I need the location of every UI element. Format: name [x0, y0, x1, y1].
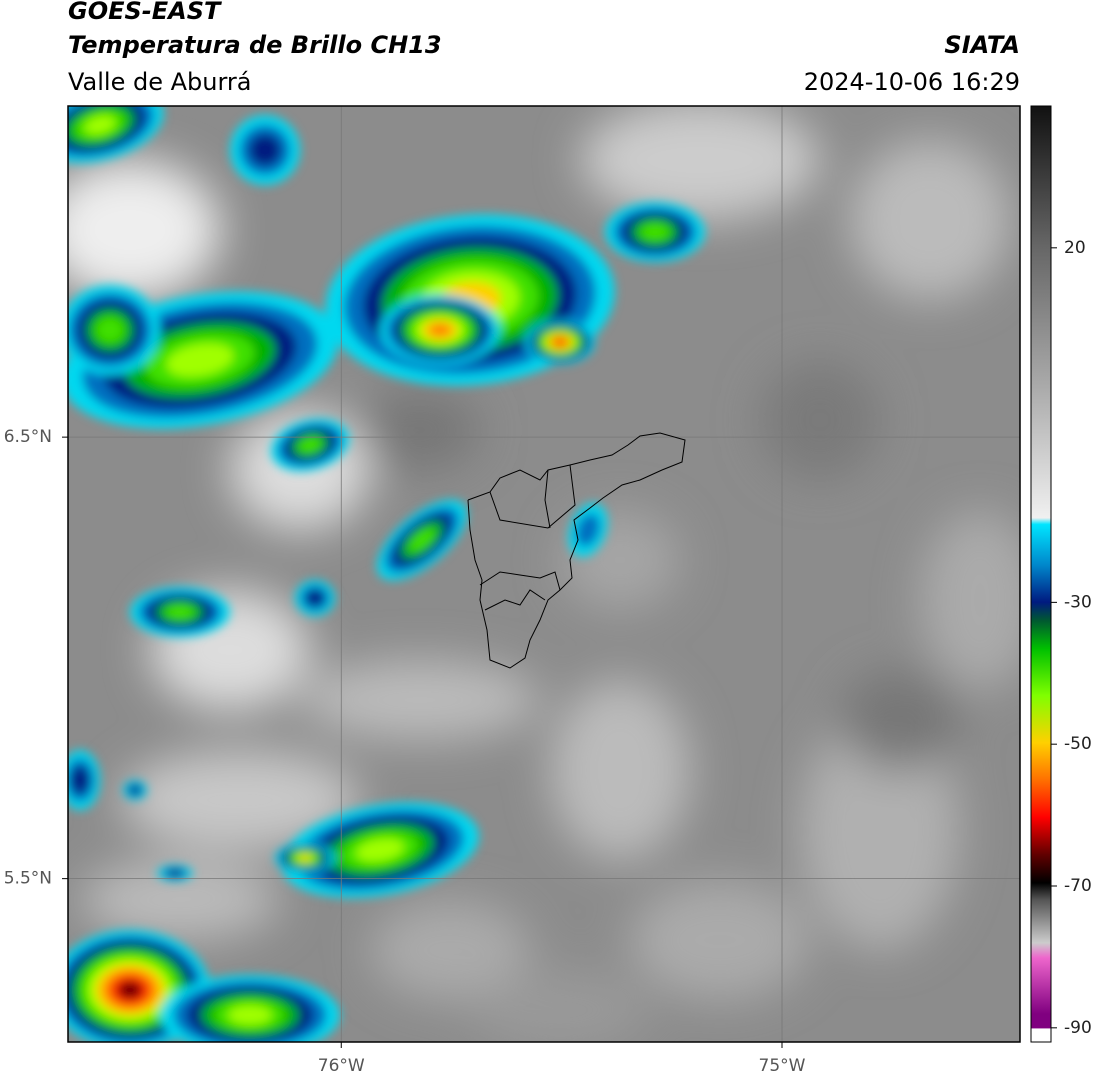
- municipality-lines: [489, 464, 576, 529]
- colorbar-ticks: 20 -30 -50 -70 -90: [1051, 238, 1092, 1038]
- map-frame: [67, 105, 1021, 1043]
- storm-cells: [68, 106, 705, 1042]
- cloud-patch: [550, 680, 690, 860]
- storm-layer: [298, 854, 312, 862]
- colorbar-tick-label: -90: [1064, 1018, 1092, 1038]
- storm-layer: [428, 323, 452, 337]
- colorbar-tick-label: -50: [1064, 734, 1092, 754]
- cloud-patch: [580, 106, 820, 220]
- datetime: 2024-10-06 16:29: [804, 68, 1020, 96]
- storm-layer: [356, 838, 404, 862]
- cloud-patch: [120, 750, 360, 850]
- x-tick-label: 75°W: [759, 1056, 806, 1076]
- municipality-lines: [479, 571, 561, 591]
- cloud-patch: [80, 860, 280, 940]
- storm-layer: [71, 766, 89, 794]
- cloud-patch: [840, 670, 960, 770]
- satellite-image: [68, 106, 1020, 1042]
- cloud-patch: [630, 880, 810, 1000]
- colorbar-tick-label: -70: [1064, 876, 1092, 896]
- x-tick-label: 76°W: [318, 1056, 365, 1076]
- colorbar: [1030, 105, 1052, 1043]
- colorbar-tick-label: 20: [1064, 238, 1086, 258]
- cloud-patch: [800, 710, 960, 950]
- title: GOES-EAST: [68, 0, 222, 25]
- storm-layer: [117, 980, 143, 1000]
- cloud-patch: [300, 660, 540, 740]
- storm-layer: [249, 134, 281, 166]
- cloud-patch: [360, 390, 480, 470]
- y-tick-label: 6.5°N: [4, 427, 52, 447]
- colorbar-tick-label: -30: [1064, 592, 1092, 612]
- valle-aburra-boundary: [467, 432, 686, 669]
- storm-layer: [306, 590, 324, 606]
- region: Valle de Aburrá: [68, 68, 252, 96]
- cloud-patch: [68, 160, 220, 300]
- cloud-texture: [68, 106, 1020, 1042]
- storm-layer: [554, 338, 566, 346]
- source: SIATA: [944, 31, 1020, 59]
- municipality-lines: [544, 469, 551, 529]
- storm-layer: [409, 528, 435, 552]
- storm-layer: [640, 223, 670, 241]
- cloud-patch: [850, 140, 1010, 300]
- storm-layer: [167, 869, 183, 877]
- cloud-patch: [370, 900, 530, 1000]
- storm-layer: [84, 115, 116, 135]
- cloud-patch: [470, 970, 650, 1042]
- storm-layer: [298, 437, 322, 453]
- storm-layer: [129, 785, 141, 795]
- cloud-patch: [920, 510, 1020, 690]
- subtitle: Temperatura de Brillo CH13: [68, 31, 442, 59]
- storm-layer: [576, 513, 600, 547]
- y-tick-label: 5.5°N: [4, 869, 52, 889]
- graticule: [68, 106, 1020, 1042]
- storm-layer: [95, 317, 125, 343]
- municipality-lines: [484, 589, 546, 611]
- storm-layer: [228, 1005, 272, 1025]
- storm-layer: [166, 343, 234, 377]
- storm-layer: [165, 604, 195, 620]
- cloud-patch: [760, 360, 880, 480]
